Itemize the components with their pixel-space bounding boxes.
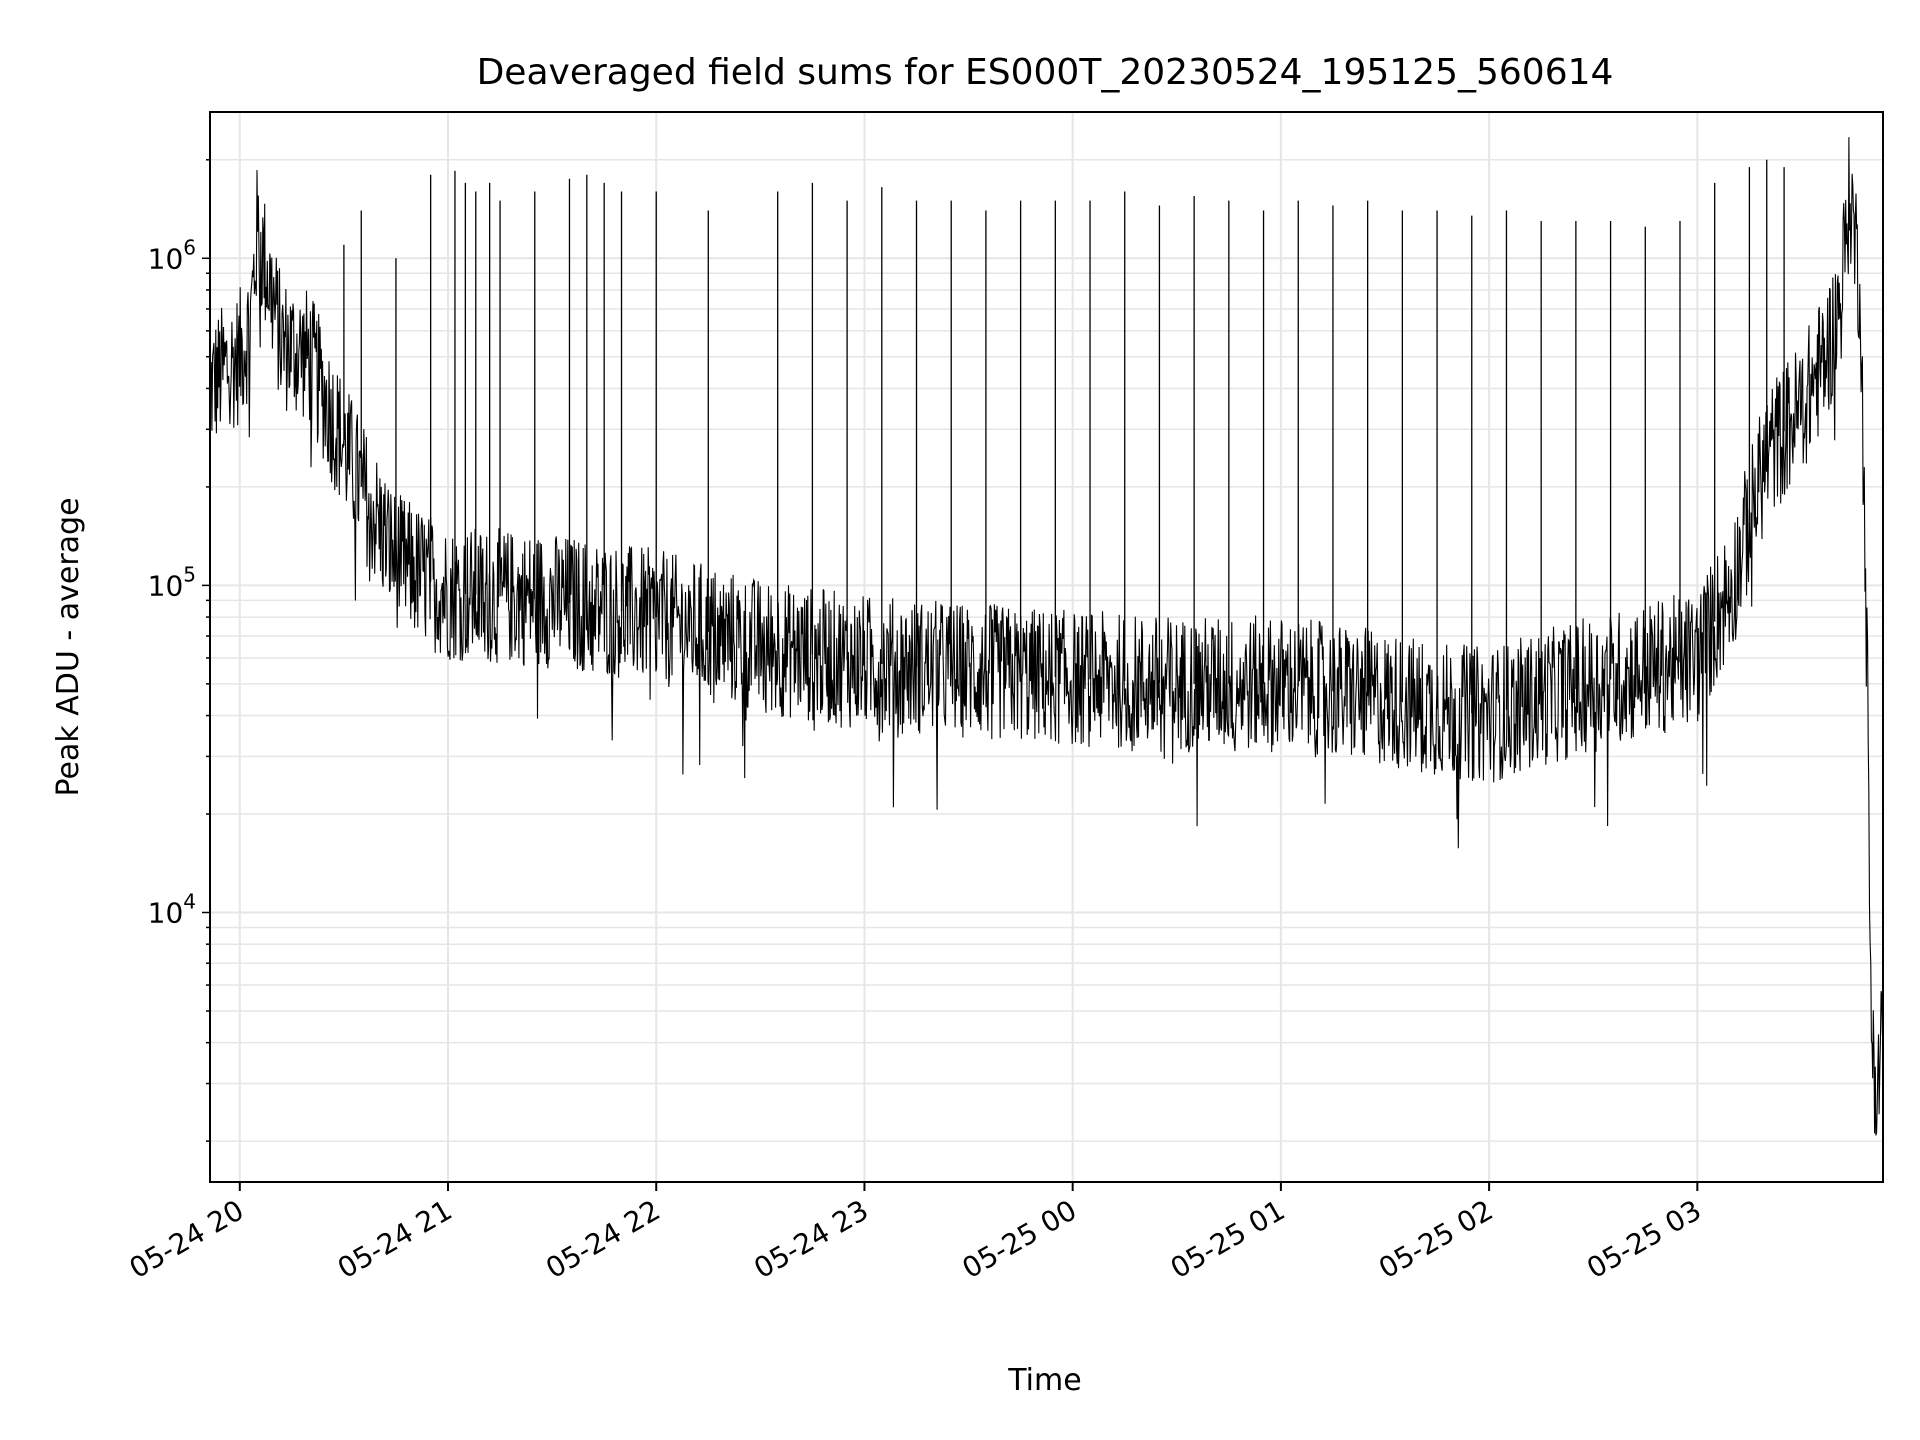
x-tick-label: 05-25 00 <box>957 1193 1083 1285</box>
y-tick-label: 105 <box>148 562 196 602</box>
chart-title: Deaveraged field sums for ES000T_2023052… <box>477 52 1614 93</box>
y-axis-ticks: 104 105 106 <box>148 159 210 1142</box>
y-axis-label: Peak ADU - average <box>51 497 86 796</box>
plot-frame <box>209 111 1884 1183</box>
x-tick-label: 05-24 22 <box>540 1193 666 1285</box>
x-tick-label: 05-24 23 <box>748 1193 874 1285</box>
y-tick-label: 106 <box>148 235 196 275</box>
x-axis-label: Time <box>1007 1363 1081 1398</box>
x-axis-ticks: 05-24 20 05-24 21 05-24 22 05-24 23 05-25 00… <box>124 1182 1707 1285</box>
x-tick-label: 05-24 20 <box>124 1193 250 1285</box>
x-tick-label: 05-25 01 <box>1165 1193 1291 1285</box>
x-tick-label: 05-25 02 <box>1373 1193 1499 1285</box>
noise-series-line <box>209 137 1884 1136</box>
series-group <box>209 137 1884 1136</box>
y-tick-label: 104 <box>148 889 196 929</box>
x-tick-label: 05-24 21 <box>332 1193 458 1285</box>
x-tick-label: 05-25 03 <box>1581 1193 1707 1285</box>
